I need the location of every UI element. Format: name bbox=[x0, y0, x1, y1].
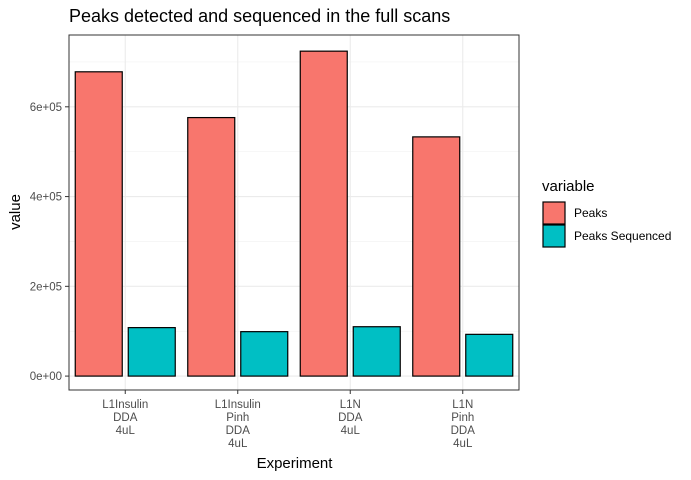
y-tick-label: 0e+00 bbox=[30, 371, 62, 383]
bar-peaks bbox=[187, 116, 236, 377]
bar-peaks-sequenced bbox=[465, 333, 514, 377]
bar-peaks bbox=[412, 136, 461, 377]
x-tick-label-line: 4uL bbox=[116, 425, 136, 437]
legend-label: Peaks Sequenced bbox=[574, 229, 671, 243]
legend-key bbox=[542, 224, 566, 248]
x-tick-label: L1Insulin DDA 4uL bbox=[102, 399, 148, 437]
x-tick-label-line: L1N bbox=[452, 399, 473, 411]
y-tick-label: 4e+05 bbox=[30, 192, 62, 204]
x-tick-label-line: 4uL bbox=[341, 425, 361, 437]
x-tick-label-line: DDA bbox=[226, 425, 251, 437]
x-tick-label: L1Insulin Pinh DDA 4uL bbox=[215, 399, 261, 450]
bar-peaks-sequenced bbox=[127, 327, 176, 377]
legend: variable Peaks Peaks Sequenced bbox=[542, 178, 671, 248]
x-tick-label-line: L1N bbox=[340, 399, 361, 411]
y-tick-label: 6e+05 bbox=[30, 102, 62, 114]
plot-border bbox=[68, 34, 520, 391]
bar-peaks bbox=[299, 50, 348, 377]
x-tick-label-line: DDA bbox=[451, 425, 476, 437]
x-tick-label-line: DDA bbox=[338, 412, 363, 424]
y-axis-title: value bbox=[7, 194, 24, 230]
legend-title: variable bbox=[542, 178, 595, 195]
x-tick-label-line: 4uL bbox=[453, 438, 473, 450]
x-tick-label: L1N DDA 4uL bbox=[338, 399, 363, 437]
x-tick-label: L1N Pinh DDA 4uL bbox=[451, 399, 476, 450]
x-tick-label-line: Pinh bbox=[451, 412, 474, 424]
x-axis-title: Experiment bbox=[257, 455, 334, 472]
x-tick-label-line: L1Insulin bbox=[215, 399, 261, 411]
x-tick-label-line: L1Insulin bbox=[102, 399, 148, 411]
bar-peaks-sequenced bbox=[352, 326, 401, 377]
x-tick-label-line: 4uL bbox=[228, 438, 248, 450]
chart-title: Peaks detected and sequenced in the full… bbox=[69, 6, 450, 26]
bar-peaks bbox=[74, 71, 123, 377]
y-tick-label: 2e+05 bbox=[30, 281, 62, 293]
legend-label: Peaks bbox=[574, 206, 607, 220]
x-tick-label-line: Pinh bbox=[226, 412, 249, 424]
x-tick-label-line: DDA bbox=[113, 412, 138, 424]
legend-key bbox=[542, 201, 566, 225]
bar-peaks-sequenced bbox=[240, 331, 289, 377]
